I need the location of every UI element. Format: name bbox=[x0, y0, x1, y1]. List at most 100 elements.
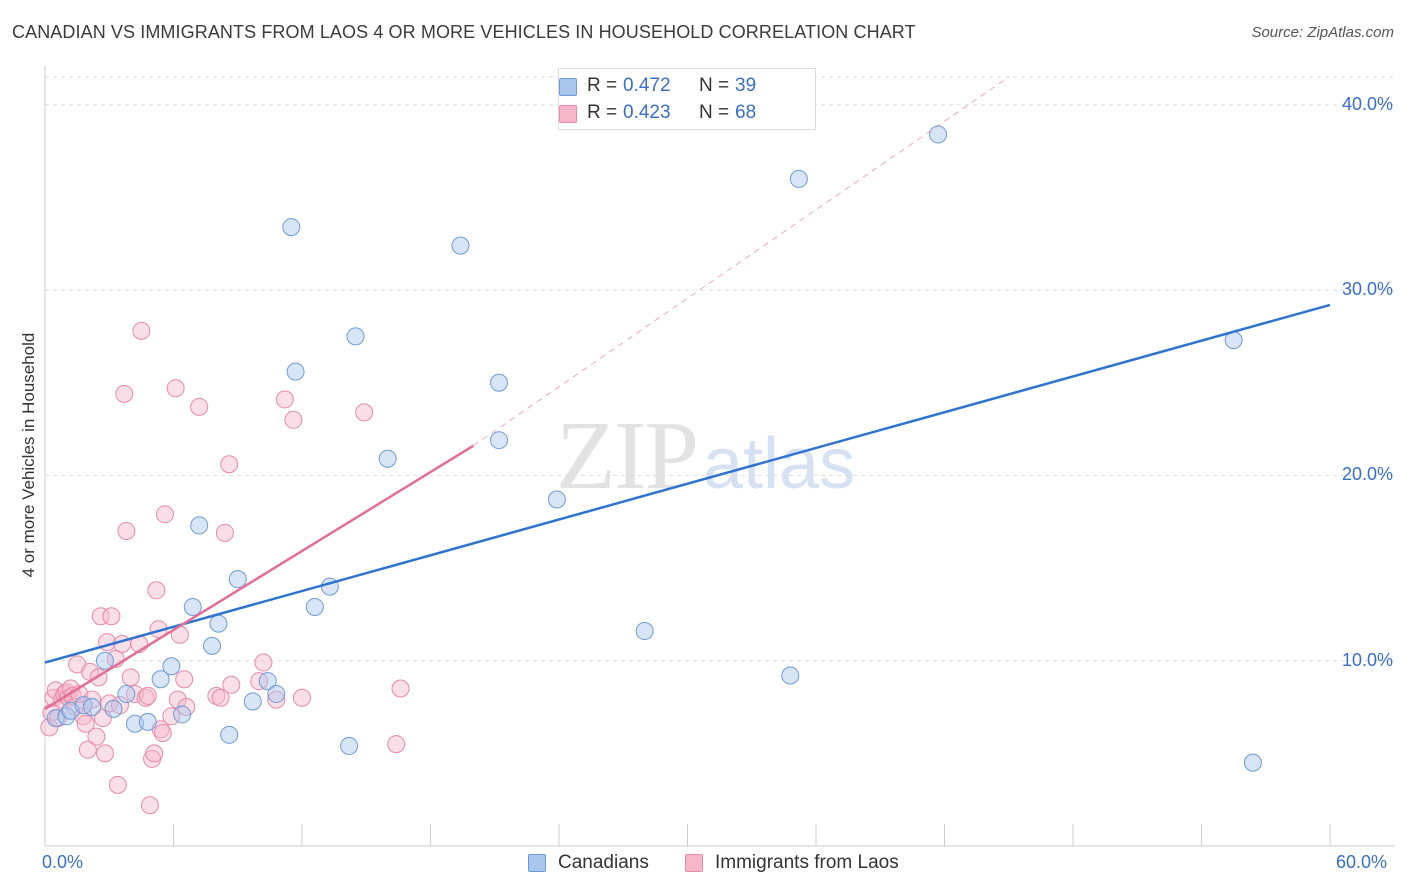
watermark: ZIPatlas bbox=[556, 400, 855, 512]
r-label: R = bbox=[587, 75, 618, 96]
laos-point bbox=[87, 727, 106, 746]
laos-trend-line-extension bbox=[473, 76, 1010, 447]
canadians-point bbox=[781, 666, 800, 685]
laos-point bbox=[147, 581, 166, 600]
legend-item-canadians: Canadians bbox=[528, 852, 649, 874]
laos-swatch bbox=[559, 105, 577, 123]
laos-point bbox=[355, 403, 374, 422]
laos-point bbox=[275, 390, 294, 409]
laos-point bbox=[76, 714, 95, 733]
canadians-point bbox=[228, 570, 247, 589]
laos-point bbox=[387, 735, 406, 754]
y-tick-label: 10.0% bbox=[1341, 649, 1393, 670]
canadians-point bbox=[267, 685, 286, 704]
canadians-point bbox=[346, 327, 365, 346]
laos-point bbox=[284, 410, 303, 429]
laos-point bbox=[293, 688, 311, 707]
laos-point bbox=[108, 775, 127, 794]
laos-point bbox=[145, 744, 164, 763]
n-label: N = bbox=[699, 102, 730, 123]
laos-point bbox=[222, 675, 241, 694]
laos-point bbox=[95, 744, 114, 763]
canadians-point bbox=[243, 692, 262, 711]
laos-point bbox=[91, 607, 110, 626]
canadians-point bbox=[340, 736, 359, 755]
canadians-point bbox=[151, 670, 170, 689]
stats-legend-row-canadians: R = 0.472 N = 39 bbox=[559, 75, 757, 99]
canadians-point bbox=[220, 725, 239, 744]
canadians-point bbox=[209, 614, 228, 633]
laos-point bbox=[78, 740, 97, 759]
laos-point bbox=[83, 690, 102, 709]
canadians-trend-line bbox=[44, 303, 1331, 664]
laos-point bbox=[102, 607, 121, 626]
laos-point bbox=[254, 653, 273, 672]
canadians-point bbox=[183, 597, 202, 616]
laos-point bbox=[138, 686, 157, 705]
canadians-point bbox=[490, 373, 509, 392]
canadians-point bbox=[104, 699, 123, 718]
canadians-point bbox=[117, 685, 136, 704]
y-tick-label: 40.0% bbox=[1341, 93, 1393, 114]
laos-point bbox=[115, 384, 134, 403]
laos-legend-swatch bbox=[685, 854, 703, 872]
laos-point bbox=[140, 796, 159, 815]
canadians-point bbox=[203, 636, 222, 655]
canadians-point bbox=[138, 712, 157, 731]
x-tick-label-max: 60.0% bbox=[1336, 852, 1388, 872]
laos-point bbox=[211, 688, 230, 707]
stats-legend: R = 0.472 N = 39 R = 0.423 N = 68 bbox=[558, 68, 816, 130]
y-tick-label: 20.0% bbox=[1341, 464, 1393, 485]
chart-title: CANADIAN VS IMMIGRANTS FROM LAOS 4 OR MO… bbox=[12, 22, 916, 42]
canadians-point bbox=[162, 657, 181, 676]
n-value: 68 bbox=[735, 102, 757, 123]
laos-point bbox=[117, 521, 136, 540]
laos-point bbox=[215, 523, 234, 542]
canadians-point bbox=[1243, 753, 1262, 772]
legend-label-canadians: Canadians bbox=[558, 852, 649, 873]
canadians-point bbox=[305, 597, 324, 616]
y-tick-label: 30.0% bbox=[1341, 279, 1393, 300]
x-tick-label-min: 0.0% bbox=[42, 852, 84, 872]
canadians-point bbox=[635, 622, 654, 641]
stats-legend-row-laos: R = 0.423 N = 68 bbox=[559, 102, 757, 126]
canadians-point bbox=[789, 169, 808, 188]
laos-point bbox=[391, 679, 410, 698]
watermark-zip: ZIP bbox=[556, 402, 699, 510]
n-value: 39 bbox=[735, 75, 757, 96]
canadians-swatch bbox=[559, 78, 577, 96]
source-label: Source: ZipAtlas.com bbox=[1251, 24, 1394, 41]
canadians-point bbox=[286, 362, 305, 381]
watermark-atlas: atlas bbox=[703, 424, 856, 504]
canadians-point bbox=[490, 431, 509, 450]
laos-point bbox=[166, 379, 185, 398]
canadians-point bbox=[929, 125, 948, 144]
laos-point bbox=[190, 397, 209, 416]
canadians-point bbox=[282, 218, 301, 237]
n-label: N = bbox=[699, 75, 730, 96]
canadians-point bbox=[547, 490, 566, 509]
canadians-point bbox=[83, 698, 102, 717]
r-value: 0.472 bbox=[623, 75, 671, 96]
laos-point bbox=[155, 505, 174, 524]
canadians-point bbox=[190, 516, 209, 535]
canadians-point bbox=[451, 236, 470, 255]
legend-label-laos: Immigrants from Laos bbox=[715, 852, 899, 873]
canadians-point bbox=[95, 651, 114, 670]
canadians-point bbox=[378, 449, 397, 468]
canadians-legend-swatch bbox=[528, 854, 546, 872]
laos-point bbox=[153, 723, 172, 742]
laos-trend-line bbox=[44, 444, 474, 710]
laos-point bbox=[132, 321, 151, 340]
y-axis-label: 4 or more Vehicles in Household bbox=[19, 332, 38, 578]
laos-point bbox=[121, 668, 140, 687]
canadians-point bbox=[258, 672, 277, 691]
canadians-point bbox=[173, 705, 192, 724]
legend-item-laos: Immigrants from Laos bbox=[685, 852, 899, 874]
r-label: R = bbox=[587, 102, 618, 123]
r-value: 0.423 bbox=[623, 102, 671, 123]
laos-point bbox=[175, 670, 194, 689]
laos-point bbox=[267, 690, 286, 709]
